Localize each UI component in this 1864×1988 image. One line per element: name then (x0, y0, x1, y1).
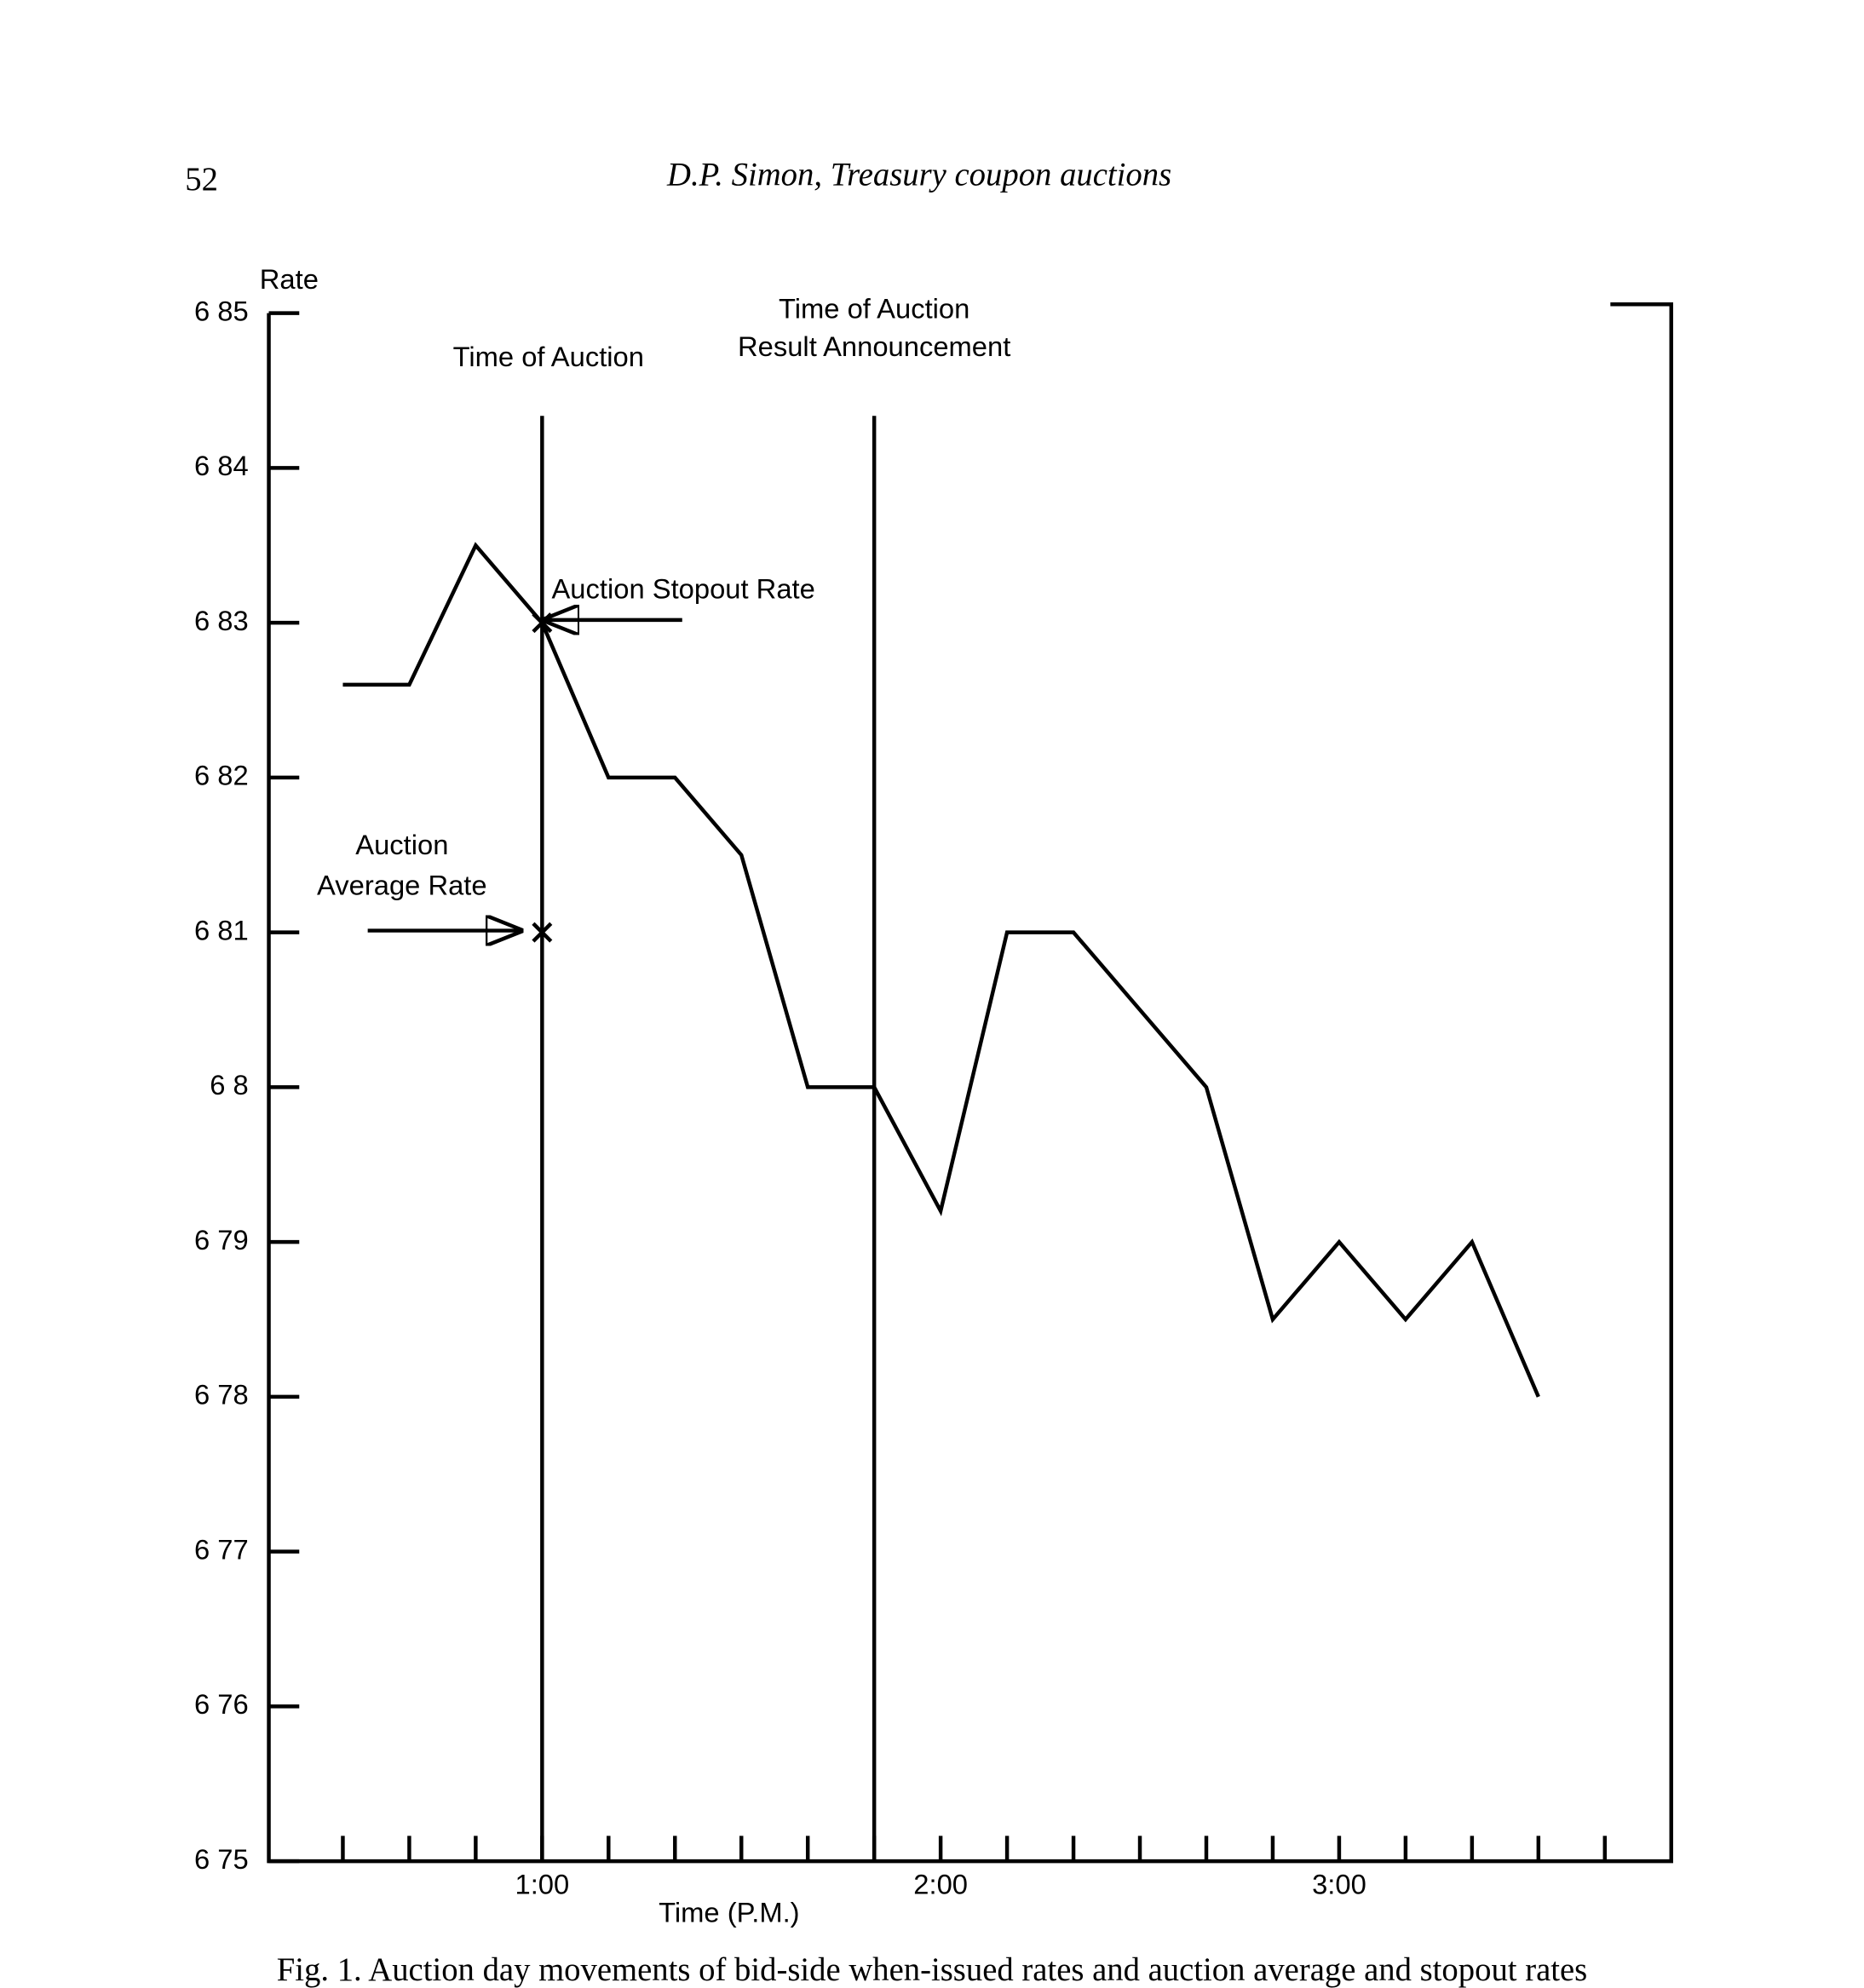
event-label: Time of Auction (453, 341, 644, 372)
y-tick-label: 6 85 (194, 295, 249, 326)
y-tick-label: 6 84 (194, 450, 249, 481)
y-tick-label: 6 8 (210, 1069, 249, 1100)
y-tick-label: 6 77 (194, 1533, 249, 1565)
x-tick-label: 3:00 (1312, 1869, 1366, 1900)
x-axis-label: Time (P.M.) (659, 1896, 799, 1928)
y-tick-label: 6 75 (194, 1843, 249, 1875)
x-marker (532, 612, 553, 634)
page-number: 52 (185, 162, 218, 198)
running-head: D.P. Simon, Treasury coupon auctions (666, 157, 1171, 192)
frame (267, 302, 1673, 1864)
y-tick-label: 6 81 (194, 914, 249, 945)
caption: Fig. 1. Auction day movements of bid-sid… (277, 1952, 1587, 1988)
marker-label: Auction (355, 829, 448, 860)
y-tick-label: 6 78 (194, 1379, 249, 1411)
marker-label: Average Rate (317, 870, 487, 901)
marker-label: Auction Stopout Rate (551, 572, 814, 604)
event-label: Result Announcement (738, 330, 1010, 362)
y-tick-label: 6 82 (194, 760, 249, 791)
y-tick-label: 6 83 (194, 605, 249, 636)
x-tick-label: 2:00 (913, 1869, 968, 1900)
x-tick-label: 1:00 (515, 1869, 569, 1900)
x-marker (532, 922, 553, 943)
y-axis-label: Rate (260, 263, 319, 295)
event-label: Time of Auction (779, 292, 969, 324)
rate-line (342, 542, 1540, 1398)
y-tick-label: 6 79 (194, 1224, 249, 1255)
y-tick-label: 6 76 (194, 1688, 249, 1720)
